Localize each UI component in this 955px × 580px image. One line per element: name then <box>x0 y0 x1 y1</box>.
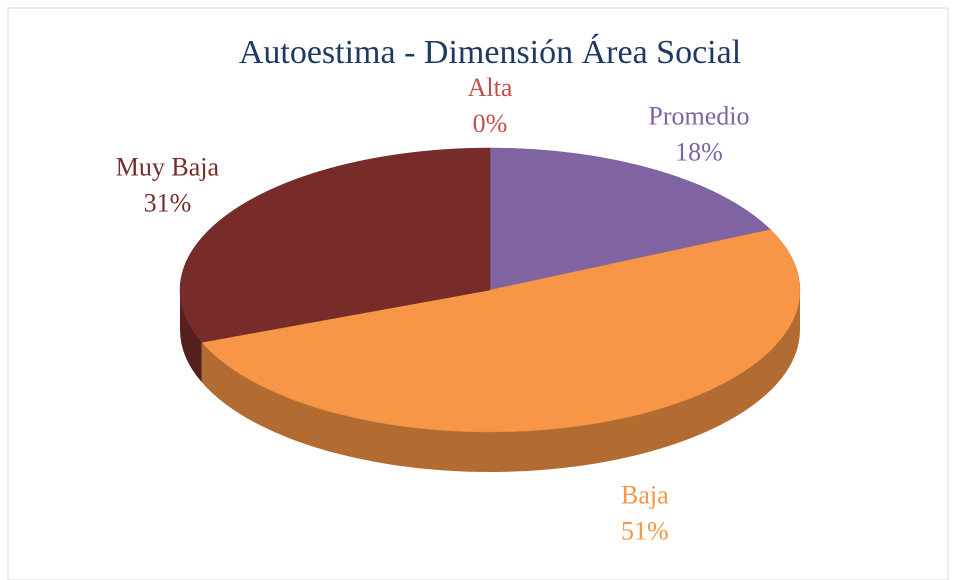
slice-label: Promedio <box>648 101 749 130</box>
slice-value-label: 18% <box>675 137 723 166</box>
slice-value-label: 31% <box>144 189 192 218</box>
pie-side <box>201 290 800 472</box>
pie-slice <box>489 147 772 291</box>
slice-label: Muy Baja <box>116 153 220 182</box>
slice-label: Alta <box>468 73 513 102</box>
slice-value-label: 51% <box>621 516 669 545</box>
pie-slice <box>201 229 801 433</box>
pie-side <box>180 290 202 383</box>
chart-title: Autoestima - Dimensión Área Social <box>239 34 741 71</box>
pie-slice <box>179 147 491 343</box>
slice-value-label: 0% <box>473 109 508 138</box>
slice-label: Baja <box>621 480 669 509</box>
